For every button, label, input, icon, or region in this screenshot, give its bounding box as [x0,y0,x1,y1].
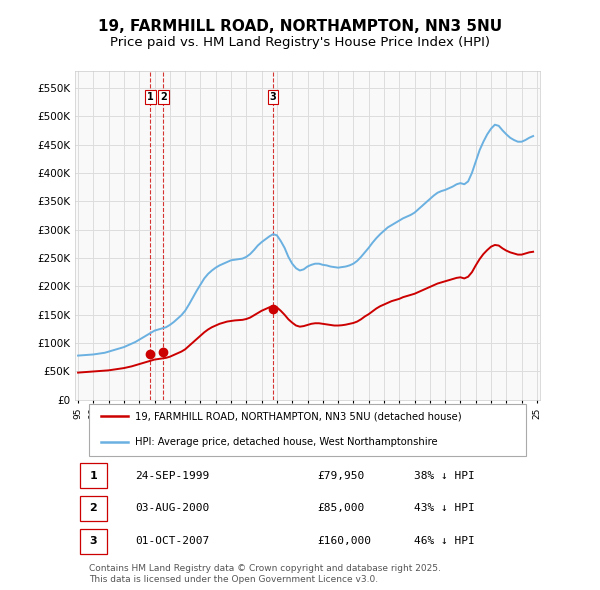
Text: 43% ↓ HPI: 43% ↓ HPI [415,503,475,513]
FancyBboxPatch shape [80,529,107,554]
Text: 2: 2 [160,92,167,102]
Text: 24-SEP-1999: 24-SEP-1999 [136,470,210,480]
FancyBboxPatch shape [80,463,107,488]
Text: £160,000: £160,000 [317,536,371,546]
Text: Contains HM Land Registry data © Crown copyright and database right 2025.
This d: Contains HM Land Registry data © Crown c… [89,565,441,584]
FancyBboxPatch shape [80,496,107,521]
Text: 38% ↓ HPI: 38% ↓ HPI [415,470,475,480]
Text: 19, FARMHILL ROAD, NORTHAMPTON, NN3 5NU (detached house): 19, FARMHILL ROAD, NORTHAMPTON, NN3 5NU … [134,411,461,421]
Text: HPI: Average price, detached house, West Northamptonshire: HPI: Average price, detached house, West… [134,437,437,447]
Text: 3: 3 [270,92,277,102]
FancyBboxPatch shape [89,404,526,456]
Text: 2: 2 [89,503,97,513]
Text: 1: 1 [147,92,154,102]
Text: 1: 1 [89,470,97,480]
Text: 01-OCT-2007: 01-OCT-2007 [136,536,210,546]
Text: £79,950: £79,950 [317,470,364,480]
Text: £85,000: £85,000 [317,503,364,513]
Text: 03-AUG-2000: 03-AUG-2000 [136,503,210,513]
Text: 3: 3 [89,536,97,546]
Text: 19, FARMHILL ROAD, NORTHAMPTON, NN3 5NU: 19, FARMHILL ROAD, NORTHAMPTON, NN3 5NU [98,19,502,34]
Text: 46% ↓ HPI: 46% ↓ HPI [415,536,475,546]
Text: Price paid vs. HM Land Registry's House Price Index (HPI): Price paid vs. HM Land Registry's House … [110,36,490,49]
